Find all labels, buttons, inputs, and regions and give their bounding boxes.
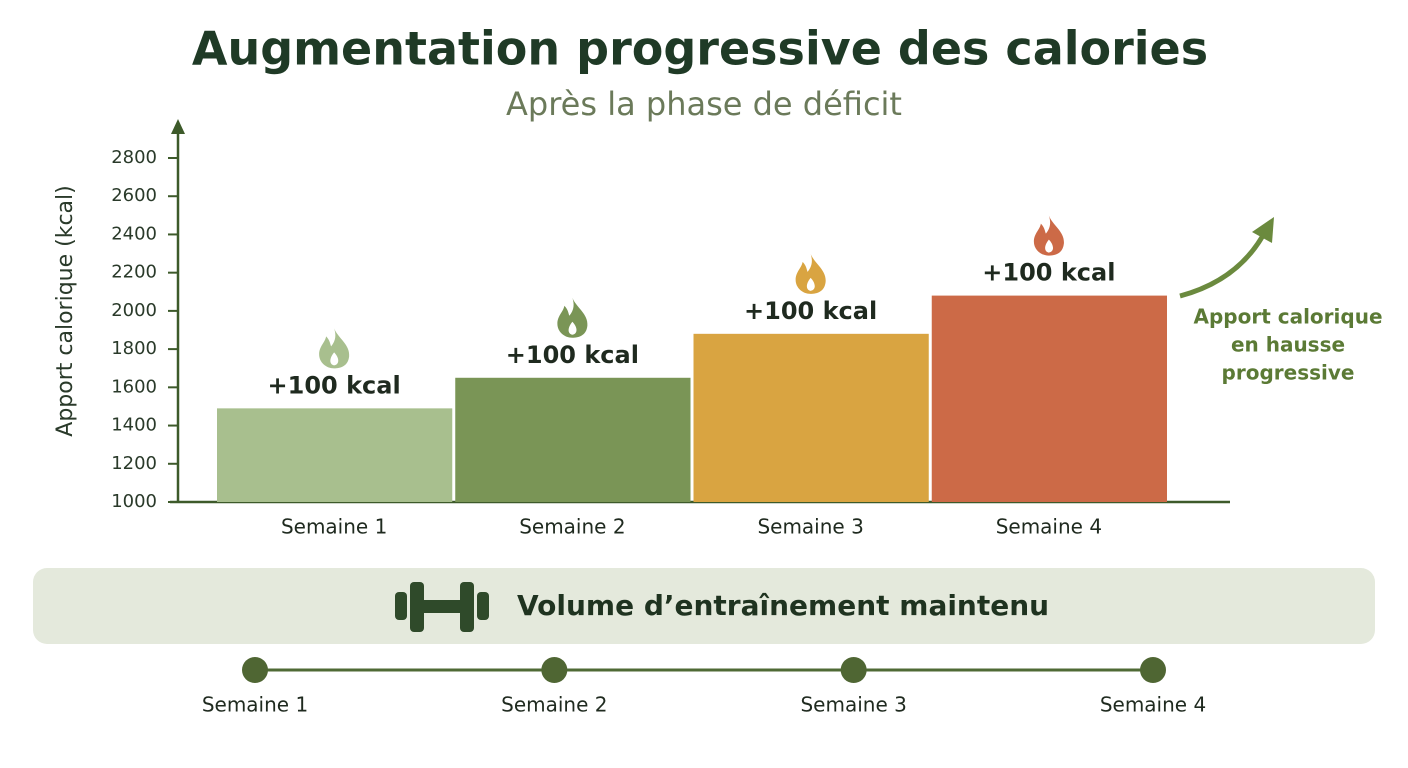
y-tick-label: 1200	[111, 453, 157, 474]
y-axis-arrow	[171, 119, 185, 134]
side-note: Apport calorique	[1193, 305, 1382, 329]
y-tick-label: 1000	[111, 491, 157, 512]
flame-icon	[319, 328, 350, 369]
y-tick-label: 2600	[111, 185, 157, 206]
timeline-dot	[541, 657, 568, 683]
chart-subtitle: Après la phase de déficit	[506, 85, 902, 123]
bar-annotation: +100 kcal	[506, 341, 639, 369]
banner-text: Volume d’entraînement maintenu	[517, 589, 1049, 622]
side-note: en hausse	[1231, 333, 1345, 357]
flame-icon	[795, 253, 826, 294]
x-tick-label: Semaine 2	[519, 515, 625, 539]
bar	[455, 377, 691, 502]
dumbbell-icon	[395, 582, 489, 632]
y-tick-label: 1400	[111, 415, 157, 436]
x-tick-label: Semaine 4	[996, 515, 1102, 539]
trend-arrow-head	[1252, 217, 1274, 243]
x-tick-label: Semaine 1	[281, 515, 387, 539]
bar-annotation: +100 kcal	[982, 259, 1115, 287]
y-tick-label: 2400	[111, 223, 157, 244]
chart-title: Augmentation progressive des calories	[192, 22, 1208, 76]
bar	[217, 408, 453, 502]
x-tick-label: Semaine 3	[757, 515, 863, 539]
timeline-dot	[242, 657, 268, 683]
timeline-dot	[840, 657, 867, 683]
y-tick-label: 1600	[111, 376, 157, 397]
bar	[931, 295, 1167, 502]
y-axis-label: Apport calorique (kcal)	[53, 185, 78, 436]
trend-arrow	[1179, 228, 1269, 299]
flame-icon	[557, 297, 588, 338]
side-note: progressive	[1222, 361, 1355, 385]
y-tick-label: 1800	[111, 338, 157, 359]
y-tick-label: 2200	[111, 262, 157, 283]
flame-icon	[1033, 215, 1064, 256]
timeline-label: Semaine 4	[1100, 693, 1206, 717]
y-tick-label: 2800	[111, 147, 157, 168]
timeline-label: Semaine 3	[800, 693, 906, 717]
bar-annotation: +100 kcal	[744, 297, 877, 325]
y-tick-label: 2000	[111, 300, 157, 321]
bar	[693, 333, 929, 502]
timeline-label: Semaine 2	[501, 693, 607, 717]
banner	[33, 568, 1375, 644]
timeline-dot	[1140, 657, 1166, 683]
bar-annotation: +100 kcal	[268, 371, 401, 399]
timeline-label: Semaine 1	[202, 693, 308, 717]
